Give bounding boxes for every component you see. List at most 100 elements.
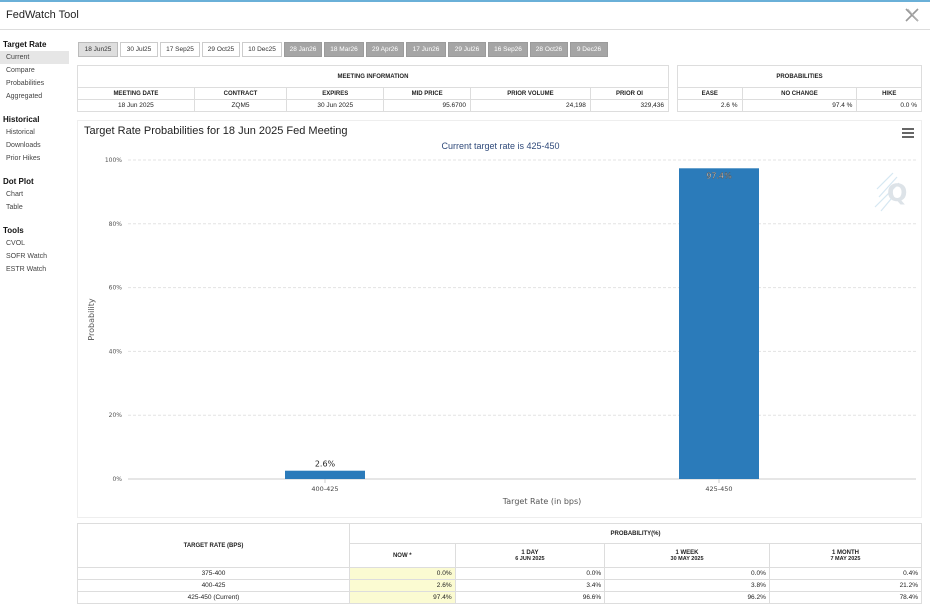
table-row: 400-425 2.6% 3.4% 3.8% 21.2% — [77, 579, 923, 592]
sidebar-item-table[interactable]: Table — [6, 204, 23, 211]
probability-cell: 21.2% — [768, 579, 923, 592]
probability-subheader: 1 DAY 6 JUN 2025 — [454, 543, 606, 568]
subheader-line2: 7 MAY 2025 — [830, 555, 861, 562]
subheader-line2: 6 JUN 2025 — [515, 555, 545, 562]
probability-cell: 0.4% — [768, 567, 923, 580]
probability-cell: 97.4% — [349, 591, 456, 604]
chart-menu-icon[interactable] — [902, 128, 914, 138]
close-icon[interactable] — [905, 8, 919, 22]
sidebar-item-downloads[interactable]: Downloads — [6, 142, 41, 149]
target-rate-header: TARGET RATE (BPS) — [77, 523, 350, 568]
y-tick-label: 40% — [109, 348, 123, 355]
meeting-info-header-expires: EXPIRES — [286, 87, 385, 100]
probabilities-cell: 2.6 % — [677, 99, 743, 112]
probability-cell: 0.0% — [454, 567, 606, 580]
meeting-info-table: MEETING INFORMATION MEETING DATE CONTRACT… — [77, 65, 670, 112]
meeting-info-cell: 329,436 — [589, 99, 670, 112]
bar-425-450[interactable] — [679, 168, 759, 479]
tab-28-oct26[interactable]: 28 Oct26 — [530, 42, 568, 57]
probability-cell: 3.8% — [604, 579, 770, 592]
tab-17-sep25[interactable]: 17 Sep25 — [160, 42, 200, 57]
sidebar-nav: Target Rate Current Compare Probabilities Ag… — [0, 38, 72, 276]
tab-17-jun26[interactable]: 17 Jun26 — [406, 42, 446, 57]
y-tick-label: 20% — [109, 412, 123, 419]
meeting-info-header-prior-volume: PRIOR VOLUME — [469, 87, 591, 100]
sidebar-item-estr-watch[interactable]: ESTR Watch — [6, 266, 47, 273]
tab-29-apr26[interactable]: 29 Apr26 — [366, 42, 404, 57]
tab-18-jun25[interactable]: 18 Jun25 — [78, 42, 118, 57]
tab-9-dec26[interactable]: 9 Dec26 — [570, 42, 608, 57]
y-tick-label: 80% — [109, 221, 123, 228]
tab-29-jul26[interactable]: 29 Jul26 — [448, 42, 486, 57]
sidebar-item-cvol[interactable]: CVOL — [6, 240, 26, 247]
subheader-line2: 30 MAY 2025 — [670, 555, 704, 562]
meeting-info-caption: MEETING INFORMATION — [77, 65, 669, 88]
probabilities-header-hike: HIKE — [856, 87, 922, 100]
tab-29-oct25[interactable]: 29 Oct25 — [202, 42, 240, 57]
tab-28-jan26[interactable]: 28 Jan26 — [284, 42, 322, 57]
title-bar: FedWatch Tool — [0, 2, 930, 30]
sidebar-item-compare[interactable]: Compare — [6, 67, 35, 74]
probabilities-cell: 97.4 % — [741, 99, 858, 112]
probability-cell: 0.0% — [604, 567, 770, 580]
sidebar-heading-historical: Historical — [3, 115, 40, 124]
y-axis-label: Probability — [87, 298, 96, 341]
probability-subheader: NOW * — [349, 543, 456, 568]
q-logo-icon: Q — [874, 172, 907, 212]
subheader-line1: 1 MONTH — [831, 549, 859, 556]
probability-subheader: 1 MONTH 7 MAY 2025 — [768, 543, 923, 568]
probabilities-caption: PROBABILITIES — [677, 65, 922, 88]
bar-400-425[interactable] — [285, 470, 365, 479]
sidebar-item-sofr-watch[interactable]: SOFR Watch — [6, 253, 47, 260]
tab-10-dec25[interactable]: 10 Dec25 — [242, 42, 282, 57]
meeting-info-cell: 30 Jun 2025 — [286, 99, 385, 112]
meeting-info-cell: ZQM5 — [193, 99, 288, 112]
probability-cell: 78.4% — [768, 591, 923, 604]
sidebar-item-probabilities[interactable]: Probabilities — [6, 80, 45, 87]
meeting-info-header-prior-oi: PRIOR OI — [589, 87, 670, 100]
meeting-info-cell: 95.6700 — [383, 99, 471, 112]
meeting-info-header-mid-price: MID PRICE — [383, 87, 471, 100]
probability-subheader: 1 WEEK 30 MAY 2025 — [604, 543, 770, 568]
x-tick-label: 400-425 — [311, 485, 338, 493]
sidebar-gap — [0, 165, 72, 175]
probability-cell: 3.4% — [454, 579, 606, 592]
tab-18-mar26[interactable]: 18 Mar26 — [324, 42, 364, 57]
target-rate-table: TARGET RATE (BPS) PROBABILITY(%) NOW * 1 … — [77, 523, 923, 604]
sidebar-item-chart[interactable]: Chart — [6, 191, 24, 198]
table-row: 425-450 (Current) 97.4% 96.6% 96.2% 78.4% — [77, 591, 923, 604]
meeting-info-header-meeting-date: MEETING DATE — [77, 87, 195, 100]
y-tick-label: 100% — [105, 157, 122, 164]
sidebar-heading-dot-plot: Dot Plot — [3, 177, 34, 186]
sidebar-item-current[interactable]: Current — [0, 51, 69, 64]
target-rate-cell: 375-400 — [77, 567, 350, 580]
probabilities-cell: 0.0 % — [856, 99, 922, 112]
tab-30-jul25[interactable]: 30 Jul25 — [120, 42, 158, 57]
sidebar-heading-tools: Tools — [3, 226, 24, 235]
sidebar-item-prior-hikes[interactable]: Prior Hikes — [6, 155, 41, 162]
subheader-line1: 1 WEEK — [675, 549, 699, 556]
subheader-line1: 1 DAY — [521, 549, 539, 556]
tab-16-sep26[interactable]: 16 Sep26 — [488, 42, 528, 57]
sidebar-item-historical[interactable]: Historical — [6, 129, 35, 136]
x-axis-label: Target Rate (in bps) — [502, 497, 582, 506]
y-tick-label: 60% — [109, 285, 123, 292]
data-label: 2.6% — [315, 460, 336, 469]
subheader-line1: NOW * — [392, 552, 412, 559]
sidebar-heading-target-rate: Target Rate — [3, 40, 47, 49]
probability-cell: 2.6% — [349, 579, 456, 592]
sidebar-item-aggregated[interactable]: Aggregated — [6, 93, 43, 100]
meeting-info-header-contract: CONTRACT — [193, 87, 288, 100]
meeting-info-cell: 24,198 — [469, 99, 591, 112]
probability-cell: 96.6% — [454, 591, 606, 604]
probabilities-header-ease: EASE — [677, 87, 743, 100]
meeting-info-cell: 18 Jun 2025 — [77, 99, 195, 112]
target-rate-cell: 400-425 — [77, 579, 350, 592]
probability-cell: 96.2% — [604, 591, 770, 604]
probability-cell: 0.0% — [349, 567, 456, 580]
probability-header: PROBABILITY(%) — [349, 523, 922, 544]
chart-title: Target Rate Probabilities for 18 Jun 202… — [84, 125, 348, 137]
sidebar-gap — [0, 103, 72, 113]
table-row: 375-400 0.0% 0.0% 0.0% 0.4% — [77, 567, 923, 580]
app-title: FedWatch Tool — [6, 9, 79, 21]
